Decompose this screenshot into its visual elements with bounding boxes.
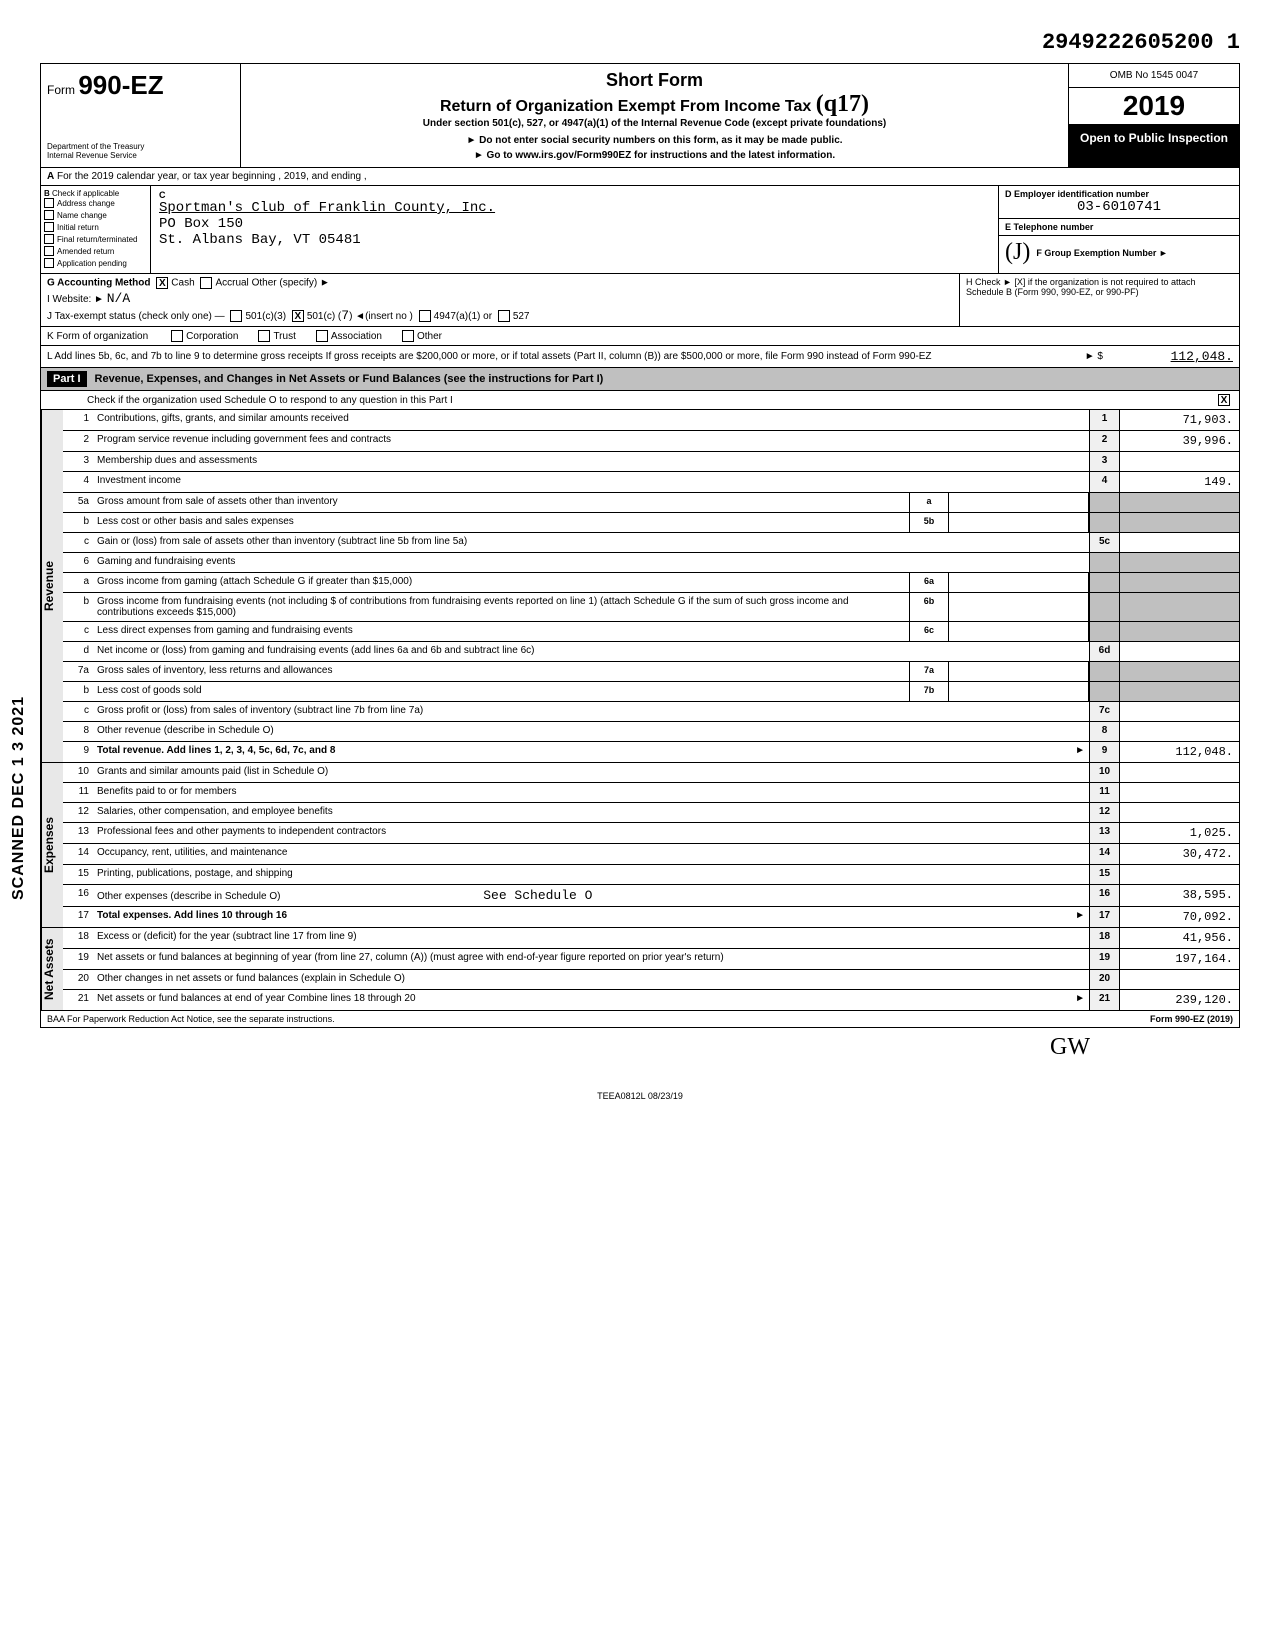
row-l: L Add lines 5b, 6c, and 7b to line 9 to … xyxy=(40,346,1240,368)
footer-left: BAA For Paperwork Reduction Act Notice, … xyxy=(47,1014,335,1024)
chk-501c[interactable] xyxy=(292,310,304,322)
d-label: D Employer identification number xyxy=(1005,189,1233,199)
val-13: 1,025. xyxy=(1119,823,1239,843)
chk-trust[interactable] xyxy=(258,330,270,342)
chk-accrual[interactable] xyxy=(200,277,212,289)
footer-right: Form 990-EZ (2019) xyxy=(1150,1014,1233,1024)
chk-4947[interactable] xyxy=(419,310,431,322)
i-website: N/A xyxy=(107,291,130,306)
chk-final-return[interactable] xyxy=(44,234,54,244)
i-label: I Website: ► xyxy=(47,294,104,305)
g-label: G Accounting Method xyxy=(47,278,151,289)
val-6d xyxy=(1119,642,1239,661)
d-ein: 03-6010741 xyxy=(1005,199,1233,215)
h-text: H Check ► [X] if the organization is not… xyxy=(959,274,1239,326)
chk-cash[interactable] xyxy=(156,277,168,289)
form-number: Form 990-EZ xyxy=(47,70,234,101)
val-9: 112,048. xyxy=(1119,742,1239,762)
page-footer: BAA For Paperwork Reduction Act Notice, … xyxy=(40,1011,1240,1028)
chk-name-change[interactable] xyxy=(44,210,54,220)
val-12 xyxy=(1119,803,1239,822)
chk-527[interactable] xyxy=(498,310,510,322)
goto-notice: ► Go to www.irs.gov/Form990EZ for instru… xyxy=(251,150,1058,161)
title-return: Return of Organization Exempt From Incom… xyxy=(251,91,1058,118)
val-4: 149. xyxy=(1119,472,1239,492)
val-1: 71,903. xyxy=(1119,410,1239,430)
chk-address-change[interactable] xyxy=(44,198,54,208)
chk-corp[interactable] xyxy=(171,330,183,342)
chk-amended[interactable] xyxy=(44,246,54,256)
val-18: 41,956. xyxy=(1119,928,1239,948)
val-15 xyxy=(1119,865,1239,884)
val-7c xyxy=(1119,702,1239,721)
side-expenses: Expenses xyxy=(41,763,63,927)
chk-pending[interactable] xyxy=(44,258,54,268)
val-17: 70,092. xyxy=(1119,907,1239,927)
dept-irs: Internal Revenue Service xyxy=(47,151,137,160)
val-3 xyxy=(1119,452,1239,471)
chk-assoc[interactable] xyxy=(316,330,328,342)
val-21: 239,120. xyxy=(1119,990,1239,1010)
handwritten-cj: (J) xyxy=(1005,239,1030,266)
scanned-stamp: SCANNED DEC 1 3 2021 xyxy=(10,696,28,900)
val-20 xyxy=(1119,970,1239,989)
j-label: J Tax-exempt status (check only one) — xyxy=(47,311,225,322)
val-5c xyxy=(1119,533,1239,552)
subtitle-under: Under section 501(c), 527, or 4947(a)(1)… xyxy=(251,118,1058,129)
dept-treasury: Department of the Treasury xyxy=(47,142,144,151)
val-14: 30,472. xyxy=(1119,844,1239,864)
l-gross-receipts: 112,048. xyxy=(1113,349,1233,364)
tax-year: 2019 xyxy=(1069,88,1239,125)
val-2: 39,996. xyxy=(1119,431,1239,451)
donot-notice: ► Do not enter social security numbers o… xyxy=(251,135,1058,146)
org-info-grid: B Check if applicable Address change Nam… xyxy=(40,186,1240,274)
row-a: A For the 2019 calendar year, or tax yea… xyxy=(40,168,1240,186)
val-8 xyxy=(1119,722,1239,741)
col-c-org: C Sportman's Club of Franklin County, In… xyxy=(151,186,999,273)
e-label: E Telephone number xyxy=(1005,222,1233,232)
side-netassets: Net Assets xyxy=(41,928,63,1010)
f-label: F Group Exemption Number ► xyxy=(1036,248,1167,258)
initials: GW xyxy=(1050,1034,1090,1060)
org-addr1: PO Box 150 xyxy=(159,216,990,232)
document-code: 2949222605200 1 xyxy=(40,30,1240,55)
omb-number: OMB No 1545 0047 xyxy=(1069,64,1239,88)
org-addr2: St. Albans Bay, VT 05481 xyxy=(159,232,990,248)
part1-header: Part I Revenue, Expenses, and Changes in… xyxy=(40,368,1240,391)
title-short-form: Short Form xyxy=(251,70,1058,91)
val-19: 197,164. xyxy=(1119,949,1239,969)
col-b-checkboxes: B Check if applicable Address change Nam… xyxy=(41,186,151,273)
chk-501c3[interactable] xyxy=(230,310,242,322)
val-10 xyxy=(1119,763,1239,782)
chk-initial-return[interactable] xyxy=(44,222,54,232)
row-k: K Form of organization Corporation Trust… xyxy=(40,327,1240,346)
side-revenue: Revenue xyxy=(41,410,63,762)
form-header: Form 990-EZ Department of the Treasury I… xyxy=(40,63,1240,168)
chk-other-org[interactable] xyxy=(402,330,414,342)
chk-schedule-o[interactable] xyxy=(1218,394,1230,406)
expenses-section: Expenses 10Grants and similar amounts pa… xyxy=(40,763,1240,928)
handwritten-q17: (q17) xyxy=(816,91,869,117)
part1-check-line: Check if the organization used Schedule … xyxy=(87,395,453,406)
netassets-section: Net Assets 18Excess or (deficit) for the… xyxy=(40,928,1240,1011)
open-public-badge: Open to Public Inspection xyxy=(1069,125,1239,167)
revenue-section: Revenue 1Contributions, gifts, grants, a… xyxy=(40,410,1240,763)
val-11 xyxy=(1119,783,1239,802)
teea-code: TEEA0812L 08/23/19 xyxy=(40,1091,1240,1101)
org-name: Sportman's Club of Franklin County, Inc. xyxy=(159,200,990,216)
val-16: 38,595. xyxy=(1119,885,1239,906)
